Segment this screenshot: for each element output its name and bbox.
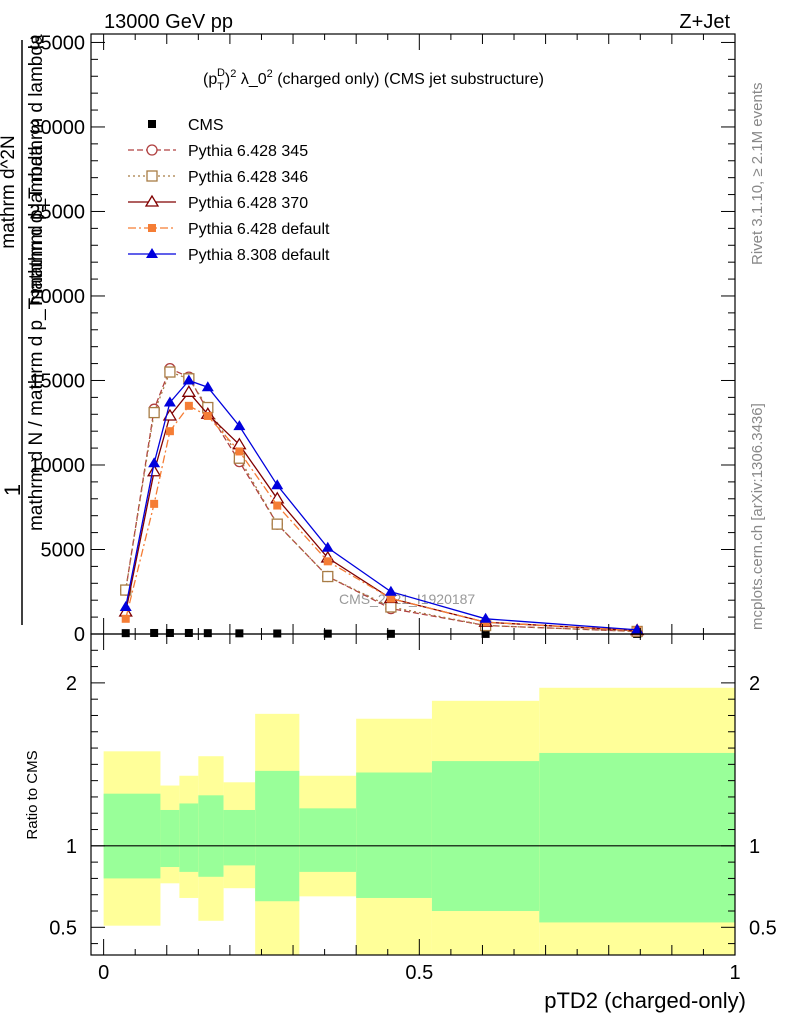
- legend-marker: [146, 170, 158, 182]
- ratio-inner-band-7: [356, 772, 432, 898]
- data-point-5-1: [148, 457, 161, 468]
- ratio-inner-band-9: [539, 752, 735, 923]
- legend-entry-3: Pythia 6.428 370: [128, 194, 308, 212]
- data-point-2-1: [148, 406, 160, 419]
- y-tick-label: 20000: [29, 286, 85, 308]
- ratio-inner-band-2: [179, 803, 199, 872]
- legend-entry-5: Pythia 8.308 default: [128, 247, 330, 264]
- data-point-5-6: [271, 479, 284, 490]
- y-tick-label: 5000: [41, 539, 86, 561]
- legend-marker: [148, 224, 156, 232]
- legend-marker: [146, 144, 158, 156]
- y-tick-label: 35000: [29, 32, 85, 54]
- legend-label: Pythia 8.308 default: [188, 247, 330, 264]
- data-point-2-7: [322, 570, 334, 583]
- data-point-2-2: [164, 366, 176, 378]
- ratio-inner-band-4: [223, 809, 256, 866]
- data-point-2-6: [271, 518, 283, 530]
- data-point-0-0: [121, 629, 130, 638]
- ratio-y-axis-label: Ratio to CMS: [24, 750, 41, 839]
- y-tick-label: 15000: [29, 370, 85, 392]
- data-point-0-5: [235, 629, 244, 638]
- ratio-inner-band-1: [160, 809, 180, 868]
- data-point-5-9: [479, 612, 492, 623]
- data-point-5-2: [163, 396, 176, 407]
- data-point-5-3: [182, 374, 195, 385]
- mcplots-label: mcplots.cern.ch [arXiv:1306.3436]: [749, 403, 766, 630]
- ratio-frame: [90, 633, 736, 956]
- ratio-inner-band-0: [103, 793, 161, 879]
- ratio-y-tick-label: 1: [66, 836, 77, 858]
- x-tick-label: 0: [98, 962, 109, 984]
- data-point-0-3: [184, 628, 193, 637]
- legend-entry-2: Pythia 6.428 346: [128, 169, 308, 186]
- data-point-4-0: [121, 614, 130, 623]
- data-point-4-2: [165, 427, 174, 436]
- ratio-y-tick-label-right: 0.5: [749, 917, 777, 939]
- legend-marker: [148, 120, 156, 128]
- data-point-4-4: [203, 411, 212, 420]
- ratio-inner-band-5: [255, 770, 300, 902]
- data-point-4-3: [184, 401, 193, 410]
- main-y-axis-label: 1 mathrm d N / mathrm d p_T mathrm d lam…: [0, 34, 47, 625]
- data-point-3-3: [181, 385, 197, 397]
- watermark-label: CMS_2021_I1920187: [339, 591, 475, 607]
- data-point-5-8: [384, 585, 397, 596]
- ratio-y-tick-label-right: 2: [749, 673, 760, 695]
- ylabel-numerator-one: 1: [0, 484, 25, 496]
- x-axis-label: pTD2 (charged-only): [544, 988, 746, 1013]
- ratio-plot: 0.5 0.5 1 1 2 2 0 0.5 1 Ratio to CMS pTD2 (charg…: [24, 633, 777, 1013]
- data-point-0-1: [150, 628, 159, 637]
- data-point-5-0: [119, 600, 132, 611]
- data-point-0-2: [165, 628, 174, 637]
- energy-label: 13000 GeV pp: [104, 11, 233, 33]
- legend-label: CMS: [188, 117, 224, 134]
- ylabel-inner-numerator: mathrm d^2N: [0, 135, 19, 248]
- legend-entry-4: Pythia 6.428 default: [128, 221, 330, 238]
- data-point-0-4: [203, 629, 212, 638]
- legend-marker: [144, 194, 160, 207]
- y-tick-label: 25000: [29, 201, 85, 223]
- y-tick-label: 30000: [29, 117, 85, 139]
- legend-entry-0: CMS: [148, 117, 224, 134]
- legend-label: Pythia 6.428 370: [188, 195, 308, 212]
- data-point-2-8: [385, 601, 397, 613]
- data-point-3-1: [146, 464, 162, 477]
- data-point-4-7: [323, 557, 332, 566]
- data-point-4-1: [150, 499, 159, 508]
- main-title: (pTD)2 λ_02 (charged only) (CMS jet subs…: [203, 67, 544, 93]
- process-label: Z+Jet: [679, 11, 730, 33]
- data-point-5-7: [321, 541, 334, 552]
- data-point-4-5: [235, 447, 244, 456]
- x-tick-label: 1: [729, 962, 740, 984]
- ratio-y-tick-label-right: 1: [749, 836, 760, 858]
- ratio-y-tick-label: 2: [66, 673, 77, 695]
- y-tick-label: 10000: [29, 455, 85, 477]
- legend-label: Pythia 6.428 default: [188, 221, 330, 238]
- main-plot: CMS_2021_I1920187 0 5000 10000 15000 20000 25…: [0, 32, 736, 646]
- data-point-3-6: [270, 491, 285, 504]
- x-tick-label: 0.5: [405, 962, 433, 984]
- legend-label: Pythia 6.428 346: [188, 169, 308, 186]
- data-point-4-6: [273, 501, 282, 510]
- data-point-5-5: [233, 420, 246, 431]
- legend-label: Pythia 6.428 345: [188, 143, 308, 160]
- ratio-inner-band-8: [431, 761, 540, 912]
- ratio-inner-band-6: [299, 808, 357, 872]
- y-tick-label: 0: [74, 624, 85, 646]
- ratio-inner-band-3: [198, 795, 224, 877]
- legend-entry-1: Pythia 6.428 345: [128, 143, 308, 160]
- ylabel-inner-denominator: mathrm d p_T mathrm d lambda: [26, 34, 47, 305]
- ratio-y-tick-label: 0.5: [49, 917, 77, 939]
- rivet-version-label: Rivet 3.1.10, ≥ 2.1M events: [749, 83, 766, 266]
- ylabel-denominator: mathrm d N / mathrm d p_T mathrm d lambd…: [26, 145, 47, 532]
- data-point-5-4: [201, 381, 214, 392]
- data-point-4-8: [386, 594, 395, 603]
- legend: CMS Pythia 6.428 345 Pythia 6.428 346 Pythi…: [128, 117, 330, 264]
- legend-marker: [146, 248, 158, 258]
